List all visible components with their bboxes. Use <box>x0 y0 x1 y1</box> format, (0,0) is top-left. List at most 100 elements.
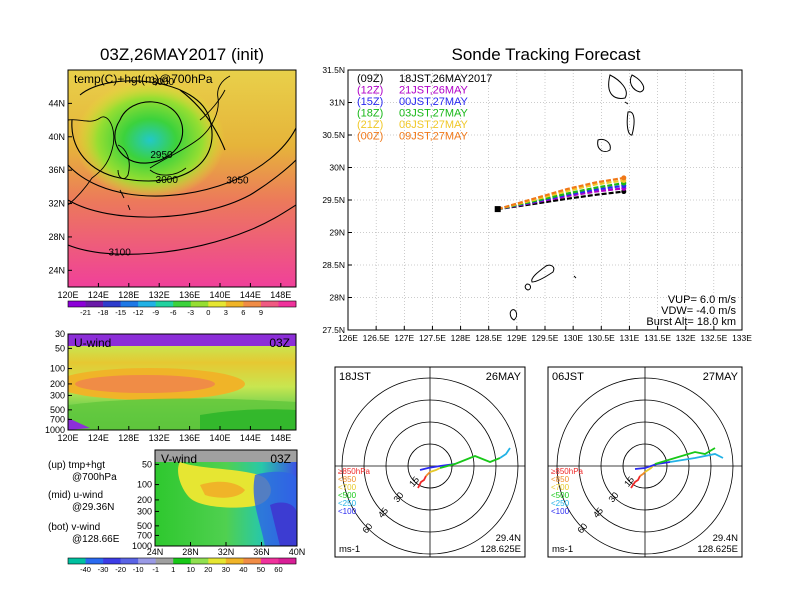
colorbar-swatch <box>243 301 262 307</box>
track-y-tick-label: 27.5N <box>322 325 345 335</box>
track-x-tick-label: 128.5E <box>475 333 502 343</box>
track-x-tick-label: 126.5E <box>363 333 390 343</box>
hodograph-trace <box>439 455 501 469</box>
colorbar-label: 1 <box>171 565 175 574</box>
colorbar-swatch <box>173 301 192 307</box>
colorbar-label: -9 <box>152 308 159 317</box>
vup-text: VUP= 6.0 m/s <box>668 294 737 306</box>
track-y-tick-label: 30N <box>329 163 345 173</box>
colorbar-label: -3 <box>187 308 194 317</box>
u-x-tick-label: 120E <box>57 433 78 443</box>
contour-label: 3000 <box>152 77 175 88</box>
legend-code: (12Z) <box>357 85 383 97</box>
v-x-tick-label: 40N <box>289 547 306 557</box>
hodograph-ring-label: 30 <box>607 490 621 504</box>
u-wind-x-ticks: 120E 124E 128E 132E 136E 140E 144E 148E <box>57 426 291 443</box>
track-x-tick-label: 131.5E <box>644 333 671 343</box>
v-x-tick-label: 28N <box>182 547 199 557</box>
trajectory-line <box>497 176 624 211</box>
panel-key-sub: @29.36N <box>72 502 114 513</box>
v-x-tick-label: 32N <box>218 547 235 557</box>
track-y-ticks: 27.5N 28N 28.5N 29N 29.5N 30N 30.5N 31N 31.5N <box>322 65 352 335</box>
colorbar-frame <box>67 300 297 308</box>
legend-text: 18JST,26MAY2017 <box>399 73 492 85</box>
vdw-text: VDW= -4.0 m/s <box>661 305 736 317</box>
pressure-legend-entry: <850 <box>551 475 570 484</box>
colorbar-label: -10 <box>133 565 144 574</box>
pressure-legend-entry: <700 <box>338 483 357 492</box>
contour-label: 3000 <box>156 175 179 186</box>
colorbar-swatch <box>103 301 121 307</box>
colorbar-swatch <box>120 558 139 564</box>
colorbar-swatch <box>120 301 139 307</box>
temperature-colorbar: -21 -18 -15 -12 -9 -6 -3 0 3 6 9 <box>67 300 297 317</box>
u-x-tick-label: 144E <box>240 433 261 443</box>
colorbar-label: 3 <box>224 308 228 317</box>
colorbar-label: 60 <box>274 565 282 574</box>
hodograph-lon: 128.625E <box>697 544 738 555</box>
pressure-legend-entry: <250 <box>551 499 570 508</box>
v-x-tick-label: 36N <box>253 547 270 557</box>
colorbar-label: -30 <box>98 565 109 574</box>
hodograph-ring-label: 45 <box>376 506 390 520</box>
track-y-tick-label: 31.5N <box>322 65 345 75</box>
u-wind-label: U-wind <box>74 336 111 350</box>
legend-code: (09Z) <box>357 73 383 85</box>
track-y-tick-label: 31N <box>329 98 345 108</box>
map-x-tick-label: 136E <box>179 290 200 300</box>
contour-label: 3100 <box>109 247 132 258</box>
colorbar-swatch <box>243 558 262 564</box>
colorbar-label: -40 <box>80 565 91 574</box>
v-x-tick-label: 24N <box>147 547 164 557</box>
colorbar-label: 10 <box>187 565 195 574</box>
trajectory-legend: (09Z) 18JST,26MAY2017 (12Z) 21JST,26MAY (15Z… <box>357 73 492 143</box>
v-y-tick-label: 100 <box>137 480 152 490</box>
track-x-tick-label: 132.5E <box>700 333 727 343</box>
colorbar-label: -1 <box>152 565 159 574</box>
track-x-tick-label: 129.5E <box>532 333 559 343</box>
u-x-tick-label: 140E <box>209 433 230 443</box>
hodograph-trace <box>630 475 641 489</box>
panel-key: (up) tmp+hgt@700hPa (mid) u-wind@29.36N (b… <box>48 460 120 545</box>
colorbar-label: -6 <box>170 308 177 317</box>
u-y-tick-label: 1000 <box>45 425 65 435</box>
colorbar-swatch <box>225 558 244 564</box>
track-x-tick-label: 129E <box>507 333 527 343</box>
hodograph-date: 27MAY <box>703 371 739 383</box>
v-wind-label: V-wind <box>161 452 197 466</box>
map-x-ticks: 120E 124E 128E 132E 136E 140E 144E 148E <box>57 283 291 300</box>
legend-text: 06JST,27MAY <box>399 119 469 131</box>
panel-key-sub: @700hPa <box>72 472 117 483</box>
map-y-tick-label: 40N <box>48 132 65 142</box>
track-panel: 126E 126.5E 127E 127.5E 128E 128.5E 129E 129.5E… <box>322 65 752 343</box>
legend-code: (18Z) <box>357 108 383 120</box>
colorbar-swatch <box>155 558 174 564</box>
v-y-tick-label: 700 <box>137 530 152 540</box>
legend-text: 03JST,27MAY <box>399 108 469 120</box>
legend-code: (15Z) <box>357 96 383 108</box>
contour-label: 2950 <box>150 150 173 161</box>
hodograph-trace <box>499 447 511 459</box>
hodograph-ring-label: 30 <box>392 490 406 504</box>
contour-label: 3050 <box>226 176 249 187</box>
u-y-tick-label: 200 <box>50 379 65 389</box>
colorbar-swatch <box>155 301 174 307</box>
map-y-tick-label: 36N <box>48 165 65 175</box>
colorbar-swatch <box>85 301 104 307</box>
colorbar-swatch <box>138 558 156 564</box>
trajectory-end-point <box>621 175 627 181</box>
contour-labels: 3000 2950 3000 3050 3100 <box>109 77 249 258</box>
u-y-tick-label: 100 <box>50 364 65 374</box>
legend-text: 00JST,27MAY <box>399 96 469 108</box>
hodograph-trace <box>425 471 431 477</box>
v-wind-time: 03Z <box>270 452 291 466</box>
track-x-tick-label: 130E <box>563 333 583 343</box>
track-x-tick-label: 128E <box>451 333 471 343</box>
colorbar-swatch <box>173 558 192 564</box>
launch-site-marker <box>494 206 501 213</box>
colorbar-label: 0 <box>206 308 210 317</box>
height-contours <box>68 80 296 255</box>
